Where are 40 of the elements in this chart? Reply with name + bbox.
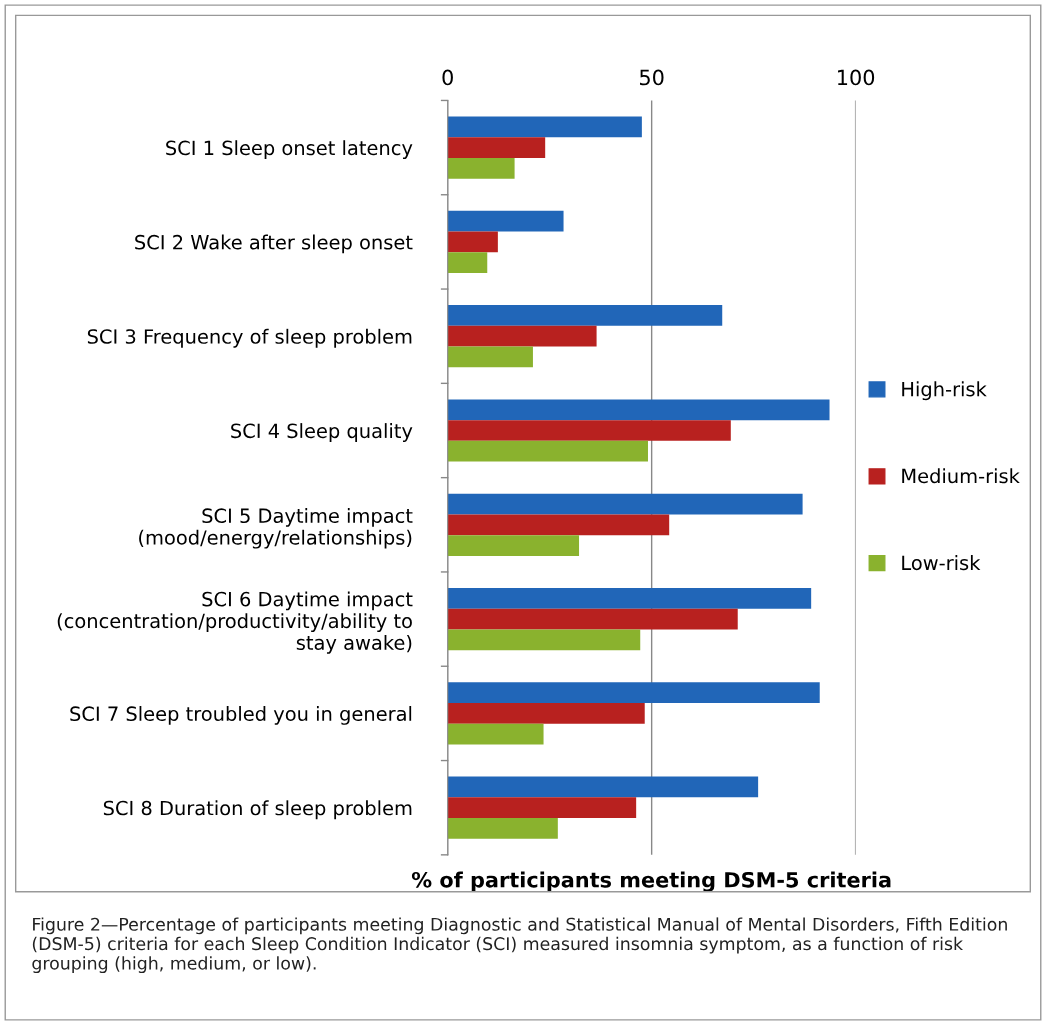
bar (447, 305, 723, 326)
y-tick-label: SCI 6 Daytime impact (concentration/productivity/ability to stay awake) (57, 591, 413, 654)
bar (447, 231, 498, 253)
bar (447, 137, 546, 158)
y-tick-label: SCI 3 Frequency of sleep problem (87, 328, 412, 348)
bar (447, 608, 738, 630)
x-axis-title: % of participants meeting DSM-5 criteria (411, 871, 891, 892)
bar (447, 797, 637, 819)
bar (447, 514, 670, 536)
bar (447, 116, 642, 138)
x-tick-label: 50 (640, 69, 664, 86)
y-tick-label: SCI 8 Duration of sleep problem (103, 800, 412, 820)
bar (447, 818, 558, 839)
y-tick-label: SCI 2 Wake after sleep onset (135, 234, 413, 254)
bar (447, 587, 812, 609)
y-tick-label: SCI 1 Sleep onset latency (166, 140, 413, 160)
legend-label: Low-risk (902, 555, 981, 571)
caption: Figure 2—Percentage of participants meeting Diagnostic and Statistical Manual of Mental Disorders, Fifth Edition (DSM-5) criteria for each Sleep Condition Indicator (SCI) measured insomnia symptom, as a function of risk grouping (high, medium, or low). (32, 917, 1007, 974)
bar (447, 682, 820, 704)
bar (447, 493, 803, 515)
bar (447, 420, 731, 441)
y-tick-label: SCI 4 Sleep quality (231, 423, 413, 442)
y-tick-label: SCI 5 Daytime impact (mood/energy/relationships) (139, 508, 413, 549)
y-tick-label: SCI 7 Sleep troubled you in general (70, 706, 412, 725)
x-tick-label: 100 (838, 69, 875, 86)
bar (447, 629, 641, 651)
bar (447, 703, 645, 724)
bar (447, 440, 648, 462)
bar (447, 252, 488, 274)
bar (447, 723, 544, 745)
bar (447, 325, 597, 347)
legend-label: High-risk (902, 381, 987, 401)
bar (447, 535, 580, 556)
bar (447, 399, 830, 421)
bar (447, 776, 759, 798)
legend-label: Medium-risk (902, 468, 1020, 484)
bar (447, 346, 533, 368)
bar (447, 157, 515, 179)
x-tick-label: 0 (442, 69, 453, 86)
bar (447, 210, 564, 232)
